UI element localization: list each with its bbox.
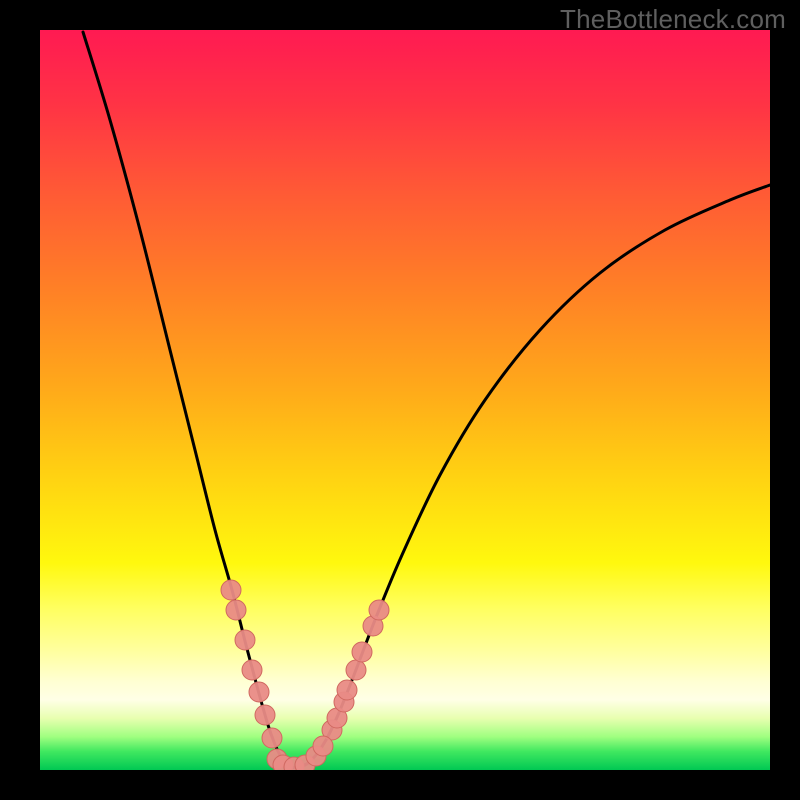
chart-frame: TheBottleneck.com (0, 0, 800, 800)
marker-left (235, 630, 255, 650)
plot-svg (40, 30, 770, 770)
gradient-background (40, 30, 770, 770)
marker-left (249, 682, 269, 702)
marker-right (337, 680, 357, 700)
marker-left (221, 580, 241, 600)
marker-right (346, 660, 366, 680)
marker-left (262, 728, 282, 748)
marker-left (242, 660, 262, 680)
watermark-text: TheBottleneck.com (560, 4, 786, 35)
marker-left (226, 600, 246, 620)
marker-left (255, 705, 275, 725)
marker-right (369, 600, 389, 620)
marker-right (352, 642, 372, 662)
plot-area (40, 30, 770, 770)
marker-bottom (313, 736, 333, 756)
